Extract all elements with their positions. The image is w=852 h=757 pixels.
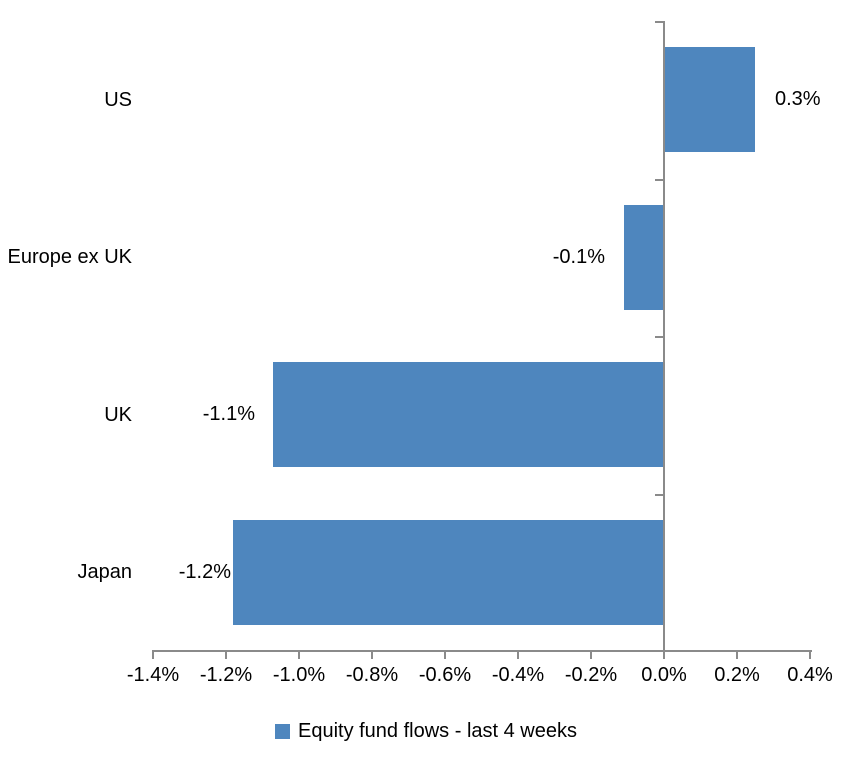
x-axis-tick: [809, 651, 811, 659]
bar: [273, 362, 664, 467]
x-axis-tick-label: -1.2%: [199, 664, 253, 686]
category-label: US: [104, 89, 132, 111]
x-axis-tick: [371, 651, 373, 659]
legend-marker-icon: [274, 723, 290, 739]
bar: [233, 520, 664, 625]
category-boundary-tick: [655, 179, 663, 181]
data-label: -0.1%: [552, 246, 605, 268]
x-axis-tick-label: 0.2%: [714, 664, 760, 686]
x-axis-tick-label: -1.0%: [272, 664, 326, 686]
legend-label: Equity fund flows - last 4 weeks: [297, 720, 577, 742]
x-axis-tick: [152, 651, 154, 659]
x-axis-tick-label: 0.4%: [787, 664, 833, 686]
x-axis-tick-label: -0.6%: [418, 664, 472, 686]
x-axis-tick-label: 0.0%: [641, 664, 687, 686]
legend: Equity fund flows - last 4 weeks: [0, 719, 852, 743]
x-axis-tick: [663, 651, 665, 659]
y-axis-line: [663, 21, 665, 652]
x-axis-tick-label: -1.4%: [126, 664, 180, 686]
category-label: Japan: [77, 561, 133, 583]
x-axis-tick-label: -0.2%: [564, 664, 618, 686]
x-axis-tick-label: -0.8%: [345, 664, 399, 686]
data-label: -1.2%: [178, 561, 231, 583]
bar: [664, 47, 755, 152]
x-axis-tick: [590, 651, 592, 659]
data-label: 0.3%: [775, 88, 821, 110]
category-boundary-tick: [655, 21, 663, 23]
category-label: UK: [104, 404, 132, 426]
category-label: Europe ex UK: [7, 246, 132, 268]
x-axis-tick-label: -0.4%: [491, 664, 545, 686]
category-boundary-tick: [655, 336, 663, 338]
bar: [624, 205, 664, 310]
data-label: -1.1%: [202, 403, 255, 425]
category-boundary-tick: [655, 494, 663, 496]
x-axis-tick: [225, 651, 227, 659]
x-axis-line: [152, 650, 812, 652]
x-axis-tick: [736, 651, 738, 659]
x-axis-tick: [444, 651, 446, 659]
x-axis-tick: [298, 651, 300, 659]
x-axis-tick: [517, 651, 519, 659]
